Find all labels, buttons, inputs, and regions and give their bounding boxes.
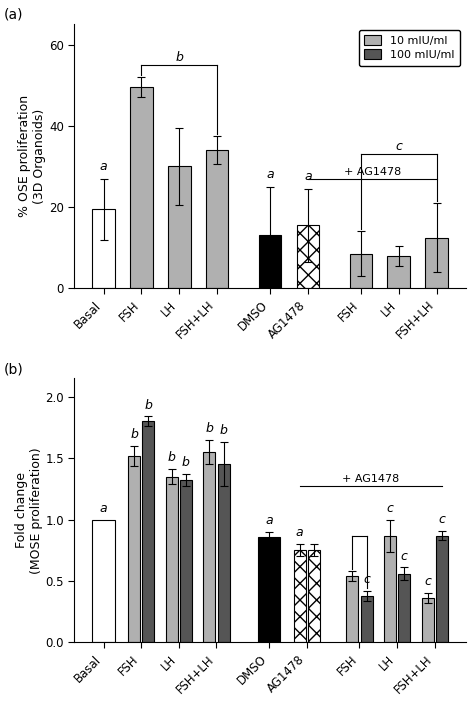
Y-axis label: % OSE proliferation
(3D Organoids): % OSE proliferation (3D Organoids)	[18, 95, 46, 218]
Text: a: a	[266, 168, 274, 181]
Text: c: c	[363, 573, 370, 586]
Bar	[387, 256, 410, 289]
Text: a: a	[100, 502, 107, 515]
Bar	[206, 150, 228, 289]
Bar	[92, 520, 115, 642]
Legend: 10 mIU/ml, 100 mIU/ml: 10 mIU/ml, 100 mIU/ml	[359, 30, 460, 65]
Bar	[142, 421, 155, 642]
Bar	[425, 237, 448, 289]
Bar	[128, 455, 140, 642]
Text: b: b	[130, 428, 138, 441]
Bar	[130, 87, 153, 289]
Text: + AG1478: + AG1478	[342, 474, 400, 484]
Bar	[168, 166, 191, 289]
Bar	[218, 465, 229, 642]
Text: b: b	[145, 398, 152, 412]
Bar	[436, 536, 448, 642]
Text: b: b	[205, 422, 213, 435]
Text: a: a	[304, 170, 312, 182]
Bar	[349, 253, 372, 289]
Text: b: b	[168, 451, 175, 465]
Text: (b): (b)	[4, 362, 24, 376]
Bar	[308, 551, 320, 642]
Text: c: c	[386, 502, 393, 515]
Bar	[361, 596, 373, 642]
Bar	[384, 536, 396, 642]
Bar	[180, 480, 192, 642]
Text: c: c	[438, 513, 445, 526]
Text: (a): (a)	[4, 8, 24, 22]
Text: a: a	[265, 514, 273, 527]
Text: c: c	[424, 575, 431, 589]
Bar	[421, 598, 434, 642]
Bar	[165, 477, 178, 642]
Bar	[92, 209, 115, 289]
Text: c: c	[401, 550, 408, 562]
Bar	[293, 551, 306, 642]
Bar	[258, 536, 281, 642]
Text: c: c	[395, 140, 402, 153]
Bar	[346, 576, 358, 642]
Text: + AG1478: + AG1478	[344, 168, 401, 177]
Text: a: a	[296, 526, 303, 539]
Bar	[259, 236, 282, 289]
Text: a: a	[100, 160, 108, 172]
Y-axis label: Fold change
(MOSE proliferation): Fold change (MOSE proliferation)	[15, 447, 43, 574]
Bar	[297, 225, 319, 289]
Bar	[398, 574, 410, 642]
Text: b: b	[175, 51, 183, 63]
Text: b: b	[219, 425, 228, 437]
Bar	[203, 452, 215, 642]
Text: b: b	[182, 456, 190, 470]
